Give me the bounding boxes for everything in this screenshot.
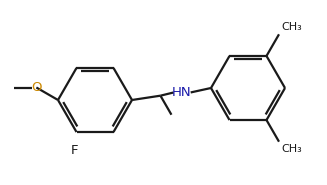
Text: F: F bbox=[71, 144, 78, 157]
Text: HN: HN bbox=[172, 86, 192, 99]
Text: CH₃: CH₃ bbox=[281, 144, 302, 154]
Text: CH₃: CH₃ bbox=[281, 22, 302, 32]
Text: O: O bbox=[31, 81, 42, 94]
